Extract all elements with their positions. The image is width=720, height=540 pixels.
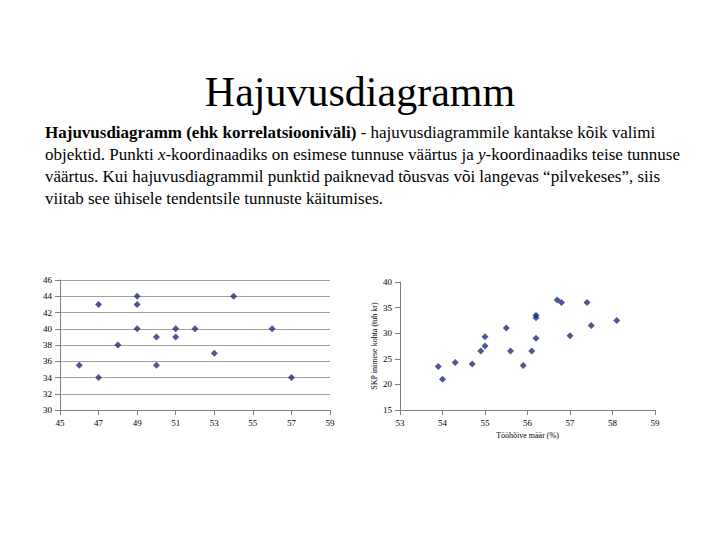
svg-text:56: 56 — [523, 418, 533, 428]
svg-text:53: 53 — [210, 418, 220, 428]
svg-text:36: 36 — [43, 356, 53, 366]
svg-text:59: 59 — [651, 418, 661, 428]
html-text:Hajuvusdiagramm: Hajuvusdiagramm — [204, 69, 516, 115]
svg-text:59: 59 — [326, 418, 336, 428]
svg-text:34: 34 — [43, 373, 53, 383]
svg-text:44: 44 — [43, 291, 53, 301]
svg-text:25: 25 — [383, 354, 393, 364]
svg-text:49: 49 — [133, 418, 143, 428]
svg-text:51: 51 — [171, 418, 180, 428]
svg-text:42: 42 — [43, 308, 52, 318]
svg-text:32: 32 — [43, 389, 52, 399]
svg-text:55: 55 — [248, 418, 258, 428]
html-text:Hajuvusdiagramm (ehk korrelats: Hajuvusdiagramm (ehk korrelatsiooniväli)… — [45, 123, 680, 208]
svg-text:SKP inimese kohta (tuh kr): SKP inimese kohta (tuh kr) — [370, 302, 379, 390]
svg-text:15: 15 — [383, 405, 393, 415]
svg-text:57: 57 — [287, 418, 297, 428]
svg-text:53: 53 — [396, 418, 406, 428]
svg-text:46: 46 — [43, 275, 53, 285]
svg-text:38: 38 — [43, 340, 53, 350]
svg-text:20: 20 — [383, 379, 393, 389]
svg-text:55: 55 — [481, 418, 491, 428]
svg-text:40: 40 — [43, 324, 53, 334]
svg-text:54: 54 — [438, 418, 448, 428]
svg-text:57: 57 — [566, 418, 576, 428]
svg-text:Tööhõive määr (%): Tööhõive määr (%) — [496, 431, 559, 440]
svg-text:58: 58 — [608, 418, 618, 428]
svg-text:30: 30 — [383, 328, 393, 338]
svg-text:40: 40 — [383, 277, 393, 287]
svg-text:45: 45 — [56, 418, 66, 428]
svg-text:35: 35 — [383, 303, 393, 313]
svg-text:47: 47 — [94, 418, 104, 428]
svg-text:30: 30 — [43, 405, 53, 415]
